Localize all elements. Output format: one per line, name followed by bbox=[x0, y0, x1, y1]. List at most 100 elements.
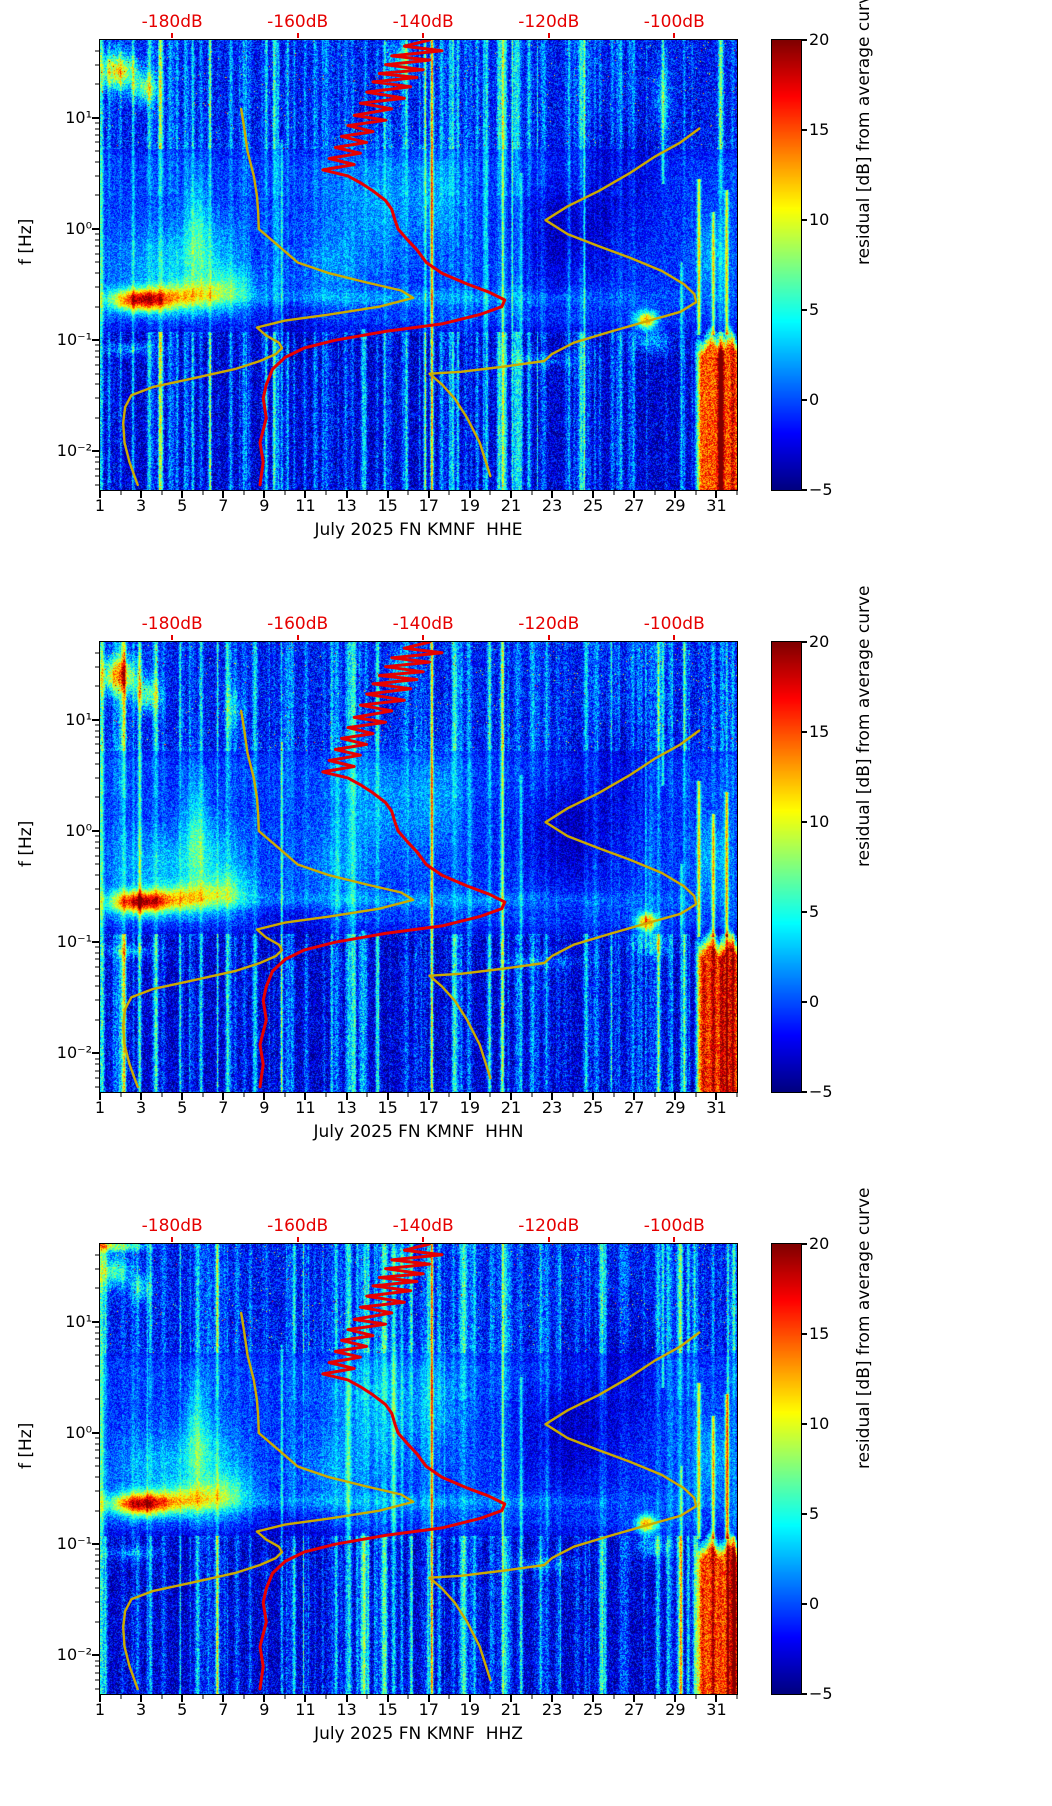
x-tick-label: 9 bbox=[259, 1098, 270, 1117]
y-minor-tick bbox=[95, 1660, 99, 1662]
x-tick-label: 17 bbox=[418, 1098, 439, 1117]
y-minor-tick bbox=[95, 1457, 99, 1459]
panel-hhn: -180dB -160dB -140dB -120dB -100dB f [Hz] 10… bbox=[0, 586, 1052, 1204]
y-minor-tick bbox=[95, 161, 99, 163]
y-tick-labels: 10¹ 10⁰ 10⁻¹ 10⁻² bbox=[0, 1244, 92, 1694]
x-minor-tick bbox=[202, 1695, 204, 1699]
y-minor-tick bbox=[95, 1077, 99, 1079]
y-major-tick bbox=[92, 718, 99, 721]
y-tick-label: 10⁻² bbox=[56, 441, 92, 461]
x-minor-tick bbox=[407, 1695, 409, 1699]
x-tick-label: 19 bbox=[459, 496, 481, 515]
mean_psd-curve bbox=[258, 1244, 507, 1691]
colorbar-tick bbox=[802, 821, 807, 823]
y-minor-tick bbox=[95, 985, 99, 987]
y-minor-tick bbox=[95, 855, 99, 857]
x-tick-label: 9 bbox=[259, 496, 270, 515]
x-minor-tick bbox=[243, 491, 245, 495]
x-tick-label: 23 bbox=[541, 1098, 563, 1117]
y-minor-tick bbox=[95, 373, 99, 375]
spectrogram-canvas bbox=[100, 642, 737, 1092]
x-minor-tick bbox=[202, 491, 204, 495]
colorbar-tick-label: 5 bbox=[809, 902, 820, 921]
colorbar-tick bbox=[802, 399, 807, 401]
spectrogram-plot bbox=[92, 635, 738, 1100]
y-tick-label: 10⁻² bbox=[56, 1043, 92, 1063]
spectrogram-plot bbox=[92, 1237, 738, 1702]
y-minor-tick bbox=[95, 652, 99, 654]
y-major-tick bbox=[92, 1431, 99, 1434]
x-minor-tick bbox=[366, 1695, 368, 1699]
y-minor-tick bbox=[95, 1665, 99, 1667]
x-tick-label: 23 bbox=[541, 496, 563, 515]
x-tick-label: 13 bbox=[336, 496, 357, 515]
x-minor-tick bbox=[407, 491, 409, 495]
x-minor-tick bbox=[531, 1093, 533, 1097]
x-minor-tick bbox=[531, 491, 533, 495]
x-minor-tick bbox=[613, 1695, 615, 1699]
top-axis-tick-label: -160dB bbox=[267, 614, 329, 634]
colorbar-tick-label: −5 bbox=[809, 1684, 833, 1703]
y-minor-tick bbox=[95, 261, 99, 263]
x-tick-label: 27 bbox=[624, 1098, 645, 1117]
y-minor-tick bbox=[95, 350, 99, 352]
colorbar-tick-label: 0 bbox=[809, 992, 820, 1011]
x-minor-tick bbox=[736, 491, 738, 495]
y-minor-tick bbox=[95, 141, 99, 143]
y-minor-tick bbox=[95, 233, 99, 235]
x-tick-label: 9 bbox=[259, 1700, 270, 1719]
y-major-tick bbox=[92, 1654, 99, 1657]
x-minor-tick bbox=[531, 1695, 533, 1699]
x-tick-label: 7 bbox=[218, 496, 229, 515]
x-minor-tick bbox=[366, 1093, 368, 1097]
x-tick-label: 25 bbox=[582, 1098, 604, 1117]
y-minor-tick bbox=[95, 1490, 99, 1492]
x-tick-label: 31 bbox=[706, 496, 727, 515]
x-minor-tick bbox=[120, 1695, 122, 1699]
y-minor-tick bbox=[95, 1254, 99, 1256]
colorbar-canvas bbox=[772, 1244, 801, 1694]
top-axis-tick-label: -180dB bbox=[141, 1216, 203, 1236]
x-minor-tick bbox=[654, 1695, 656, 1699]
x-minor-tick bbox=[572, 1695, 574, 1699]
x-axis-title: July 2025 FN KMNF HHZ bbox=[314, 1724, 523, 1744]
x-tick-label: 3 bbox=[136, 496, 147, 515]
y-minor-tick bbox=[95, 1476, 99, 1478]
x-minor-tick bbox=[613, 491, 615, 495]
y-minor-tick bbox=[95, 752, 99, 754]
y-tick-labels: 10¹ 10⁰ 10⁻¹ 10⁻² bbox=[0, 642, 92, 1092]
top-db-axis: -180dB -160dB -140dB -120dB -100dB bbox=[100, 1216, 737, 1242]
y-minor-tick bbox=[95, 1443, 99, 1445]
y-tick-label: 10⁻¹ bbox=[56, 932, 92, 952]
colorbar-tick bbox=[802, 219, 807, 221]
mean_psd-curve bbox=[258, 642, 507, 1089]
y-minor-tick bbox=[95, 253, 99, 255]
colorbar-tick bbox=[802, 911, 807, 913]
x-minor-tick bbox=[284, 491, 286, 495]
top-axis-tick-label: -140dB bbox=[392, 12, 454, 32]
y-tick-label: 10⁰ bbox=[65, 218, 92, 238]
x-tick-label: 3 bbox=[136, 1098, 147, 1117]
x-axis-title: July 2025 FN KMNF HHN bbox=[313, 1122, 524, 1142]
x-tick-labels: 1 3 5 7 9 11 13 15 17 19 21 23 25 27 29 31 bbox=[95, 1098, 737, 1118]
y-minor-tick bbox=[95, 484, 99, 486]
y-minor-tick bbox=[95, 1688, 99, 1690]
x-tick-label: 11 bbox=[295, 1700, 316, 1719]
y-major-tick bbox=[92, 941, 99, 944]
x-tick-label: 1 bbox=[94, 1700, 106, 1719]
y-minor-tick bbox=[95, 763, 99, 765]
x-tick-label: 25 bbox=[582, 1700, 604, 1719]
x-axis-title: July 2025 FN KMNF HHE bbox=[314, 520, 523, 540]
colorbar-tick-label: 20 bbox=[809, 632, 830, 651]
x-minor-tick bbox=[448, 1695, 450, 1699]
x-minor-tick bbox=[613, 1093, 615, 1097]
y-minor-tick bbox=[95, 1379, 99, 1381]
y-minor-tick bbox=[95, 946, 99, 948]
curves-overlay bbox=[122, 1244, 701, 1691]
mean_psd-curve bbox=[258, 40, 507, 487]
top-axis-tick-label: -100dB bbox=[643, 12, 705, 32]
colorbar-tick bbox=[802, 641, 807, 643]
y-minor-tick bbox=[95, 461, 99, 463]
high_noise_model-curve bbox=[428, 127, 701, 478]
top-axis-tick-label: -120dB bbox=[518, 12, 580, 32]
